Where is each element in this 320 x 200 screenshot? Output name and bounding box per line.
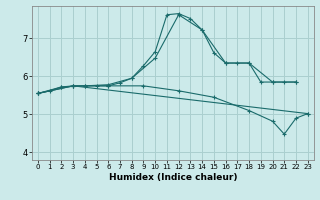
X-axis label: Humidex (Indice chaleur): Humidex (Indice chaleur)	[108, 173, 237, 182]
